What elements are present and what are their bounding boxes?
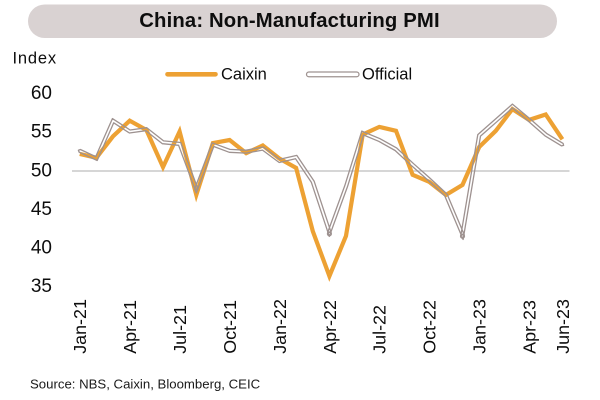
svg-text:Oct-22: Oct-22 <box>420 300 440 354</box>
svg-text:China: Non-Manufacturing PMI: China: Non-Manufacturing PMI <box>139 10 440 32</box>
svg-text:55: 55 <box>31 122 52 143</box>
svg-text:Apr-23: Apr-23 <box>520 300 540 354</box>
svg-text:40: 40 <box>31 238 52 259</box>
svg-text:Official: Official <box>362 66 412 84</box>
svg-text:Apr-21: Apr-21 <box>120 300 140 354</box>
svg-text:Jan-21: Jan-21 <box>70 299 90 354</box>
svg-text:Apr-22: Apr-22 <box>320 300 340 354</box>
svg-text:50: 50 <box>31 160 52 181</box>
svg-text:Source: NBS, Caixin, Bloomberg: Source: NBS, Caixin, Bloomberg, CEIC <box>30 376 261 391</box>
svg-text:Jan-23: Jan-23 <box>470 299 490 354</box>
svg-text:Index: Index <box>13 49 57 67</box>
svg-text:Jul-22: Jul-22 <box>370 305 390 354</box>
svg-text:Jun-23: Jun-23 <box>553 299 573 354</box>
svg-text:Oct-21: Oct-21 <box>220 300 240 354</box>
svg-text:Caixin: Caixin <box>221 66 267 84</box>
svg-text:Jan-22: Jan-22 <box>270 299 290 354</box>
svg-text:Jul-21: Jul-21 <box>170 305 190 354</box>
svg-text:60: 60 <box>31 83 52 104</box>
svg-text:35: 35 <box>31 276 52 297</box>
svg-text:45: 45 <box>31 199 52 220</box>
